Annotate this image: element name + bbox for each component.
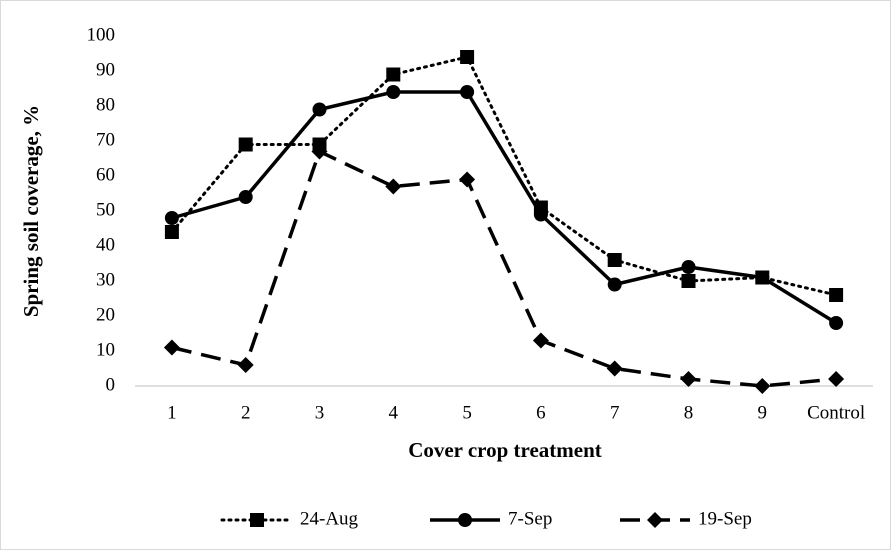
marker [533, 207, 548, 222]
y-tick-label: 100 [87, 24, 116, 45]
x-tick-label: 7 [610, 402, 620, 423]
marker [164, 211, 179, 225]
marker [163, 339, 180, 356]
y-tick-label: 0 [106, 374, 116, 395]
marker [755, 270, 770, 285]
marker [828, 371, 845, 387]
marker [460, 50, 475, 64]
y-tick-label: 90 [96, 59, 115, 80]
x-tick-label: 6 [536, 402, 546, 423]
legend-marker [250, 513, 264, 527]
marker [829, 316, 844, 330]
x-tick-label: 9 [758, 402, 768, 423]
marker [164, 225, 179, 239]
y-tick-label: 20 [96, 304, 115, 325]
marker [311, 143, 328, 160]
marker [386, 67, 401, 82]
marker [312, 102, 327, 117]
marker [385, 178, 402, 195]
series-line [171, 149, 837, 388]
marker [607, 253, 622, 267]
x-tick-label: Control [807, 402, 865, 423]
legend-marker [647, 512, 663, 528]
marker [681, 274, 696, 288]
series-line [171, 90, 838, 325]
marker [607, 277, 622, 292]
marker [829, 288, 844, 302]
marker [680, 371, 697, 387]
y-tick-label: 50 [96, 199, 115, 220]
marker [459, 171, 476, 188]
marker [238, 137, 253, 152]
y-tick-label: 70 [96, 129, 115, 150]
marker [681, 260, 696, 274]
y-tick-label: 30 [96, 269, 115, 290]
x-axis-label: Cover crop treatment [408, 438, 602, 462]
legend-marker [458, 513, 472, 527]
x-tick-label: 3 [315, 402, 325, 423]
marker [606, 360, 623, 377]
marker [460, 85, 475, 99]
y-tick-label: 40 [96, 234, 115, 255]
legend-label: 19-Sep [698, 508, 752, 529]
x-tick-label: 1 [167, 402, 177, 423]
series-line [170, 55, 838, 297]
y-tick-label: 60 [96, 164, 115, 185]
marker [754, 378, 771, 394]
marker [237, 357, 254, 373]
y-tick-label: 10 [96, 339, 115, 360]
x-tick-label: 2 [241, 402, 251, 423]
x-tick-label: 4 [389, 402, 399, 423]
legend-label: 7-Sep [508, 508, 552, 529]
x-tick-label: 8 [684, 402, 694, 423]
x-tick-label: 5 [462, 402, 472, 423]
marker [238, 190, 253, 204]
marker [386, 85, 401, 99]
y-tick-label: 80 [96, 94, 115, 115]
marker [532, 332, 549, 349]
y-axis-label: Spring soil coverage, % [19, 105, 43, 317]
legend-label: 24-Aug [300, 508, 359, 529]
